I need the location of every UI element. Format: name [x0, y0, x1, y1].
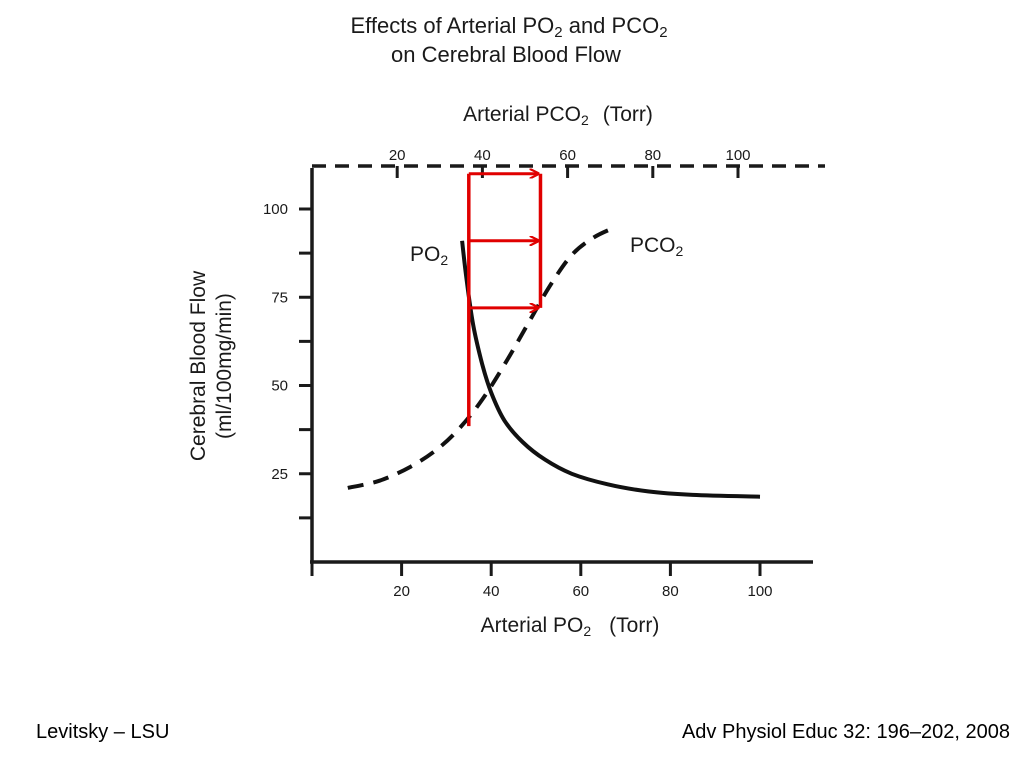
x2-axis-title: Arterial PCO2 (Torr) — [463, 103, 653, 128]
ticks-layer: 20 40 60 80 100 20 40 60 80 100 25 50 75 100 — [263, 147, 773, 600]
x2-axis-title-sub: 2 — [581, 112, 589, 128]
x-axis-title-unit: (Torr) — [609, 614, 659, 637]
pco2-curve-label: PCO2 — [630, 234, 684, 259]
pco2-curve-label-sub: 2 — [676, 243, 684, 259]
po2-curve-label: PO2 — [410, 243, 448, 268]
series-line-po2 — [460, 240, 761, 499]
y-tick-label-75: 75 — [271, 289, 288, 306]
x2-tick-label-100: 100 — [725, 147, 750, 164]
po2-curve-label-sub: 2 — [440, 252, 448, 268]
x2-tick-label-80: 80 — [644, 147, 661, 164]
po2-curve-label-main: PO — [410, 243, 440, 266]
title-sub-2: 2 — [659, 24, 667, 41]
y-tick-label-50: 50 — [271, 378, 288, 395]
title-part-2: and PCO — [563, 13, 660, 38]
x2-tick-label-60: 60 — [559, 147, 576, 164]
footer-right: Adv Physiol Educ 32: 196–202, 2008 — [681, 721, 1010, 743]
x2-axis-title-main: Arterial PCO — [463, 103, 581, 126]
series-layer — [347, 224, 761, 499]
footer-left: Levitsky – LSU — [36, 721, 170, 743]
chart-title-line1: Effects of Arterial PO2 and PCO2 — [350, 13, 667, 41]
x2-axis-title-unit: (Torr) — [603, 103, 653, 126]
y-axis-title-line1: Cerebral Blood Flow — [187, 270, 210, 461]
chart-title-line2: on Cerebral Blood Flow — [391, 42, 621, 67]
y-axis-title-line2: (ml/100mg/min) — [213, 293, 236, 439]
x-tick-label-100: 100 — [747, 583, 772, 600]
y-tick-label-100: 100 — [263, 201, 288, 218]
x-tick-label-60: 60 — [572, 583, 589, 600]
x-axis-title: Arterial PO2 (Torr) — [481, 614, 660, 639]
y-tick-label-25: 25 — [271, 466, 288, 483]
x2-tick-label-20: 20 — [389, 147, 406, 164]
pco2-curve-label-main: PCO — [630, 234, 676, 257]
annotation-layer — [467, 174, 543, 427]
title-sub-1: 2 — [554, 24, 562, 41]
series-line-pco2 — [347, 224, 618, 490]
x-axis-title-sub: 2 — [583, 623, 591, 639]
x2-tick-label-40: 40 — [474, 147, 491, 164]
x-tick-label-40: 40 — [483, 583, 500, 600]
title-part-1: Effects of Arterial PO — [350, 13, 554, 38]
x-tick-label-80: 80 — [662, 583, 679, 600]
x-axis-title-main: Arterial PO — [481, 614, 584, 637]
x-tick-label-20: 20 — [393, 583, 410, 600]
